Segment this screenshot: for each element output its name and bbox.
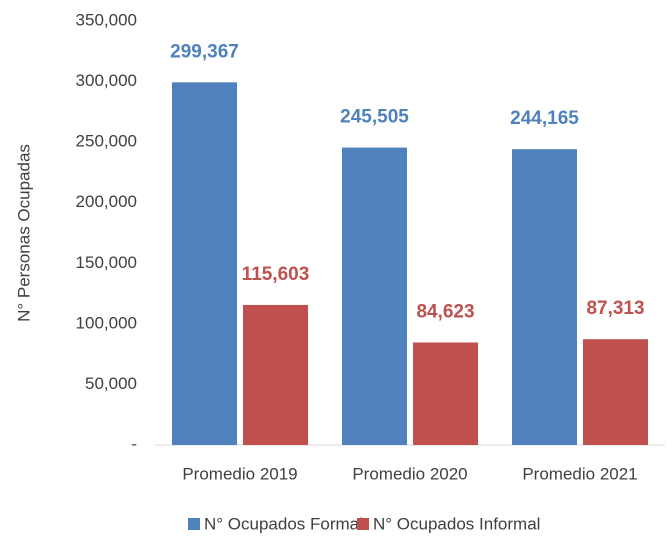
- y-tick-label: 350,000: [76, 10, 137, 29]
- bar: [342, 147, 407, 445]
- y-tick-label: 50,000: [85, 374, 137, 393]
- legend-label: N° Ocupados Informal: [373, 514, 540, 533]
- y-tick-label: 250,000: [76, 132, 137, 151]
- value-label: 87,313: [586, 298, 644, 319]
- bar: [413, 342, 478, 445]
- value-label: 115,603: [242, 264, 310, 285]
- x-tick-label: Promedio 2019: [182, 464, 297, 483]
- y-tick-label: -: [131, 434, 137, 453]
- y-axis-label: N° Personas Ocupadas: [14, 144, 33, 322]
- legend-swatch: [357, 518, 369, 530]
- x-tick-label: Promedio 2020: [352, 464, 467, 483]
- value-label: 244,165: [510, 108, 579, 129]
- legend-swatch: [188, 518, 200, 530]
- bar: [512, 149, 577, 445]
- y-tick-label: 200,000: [76, 192, 137, 211]
- y-tick-label: 300,000: [76, 71, 137, 90]
- value-label: 299,367: [170, 41, 239, 62]
- bar: [583, 339, 648, 445]
- bar: [172, 82, 237, 446]
- bar: [243, 304, 308, 445]
- value-label: 245,505: [340, 107, 409, 128]
- x-tick-label: Promedio 2021: [522, 464, 637, 483]
- y-tick-label: 100,000: [76, 313, 137, 332]
- y-tick-label: 150,000: [76, 253, 137, 272]
- value-label: 84,623: [416, 302, 474, 323]
- legend-label: N° Ocupados Formal: [204, 514, 363, 533]
